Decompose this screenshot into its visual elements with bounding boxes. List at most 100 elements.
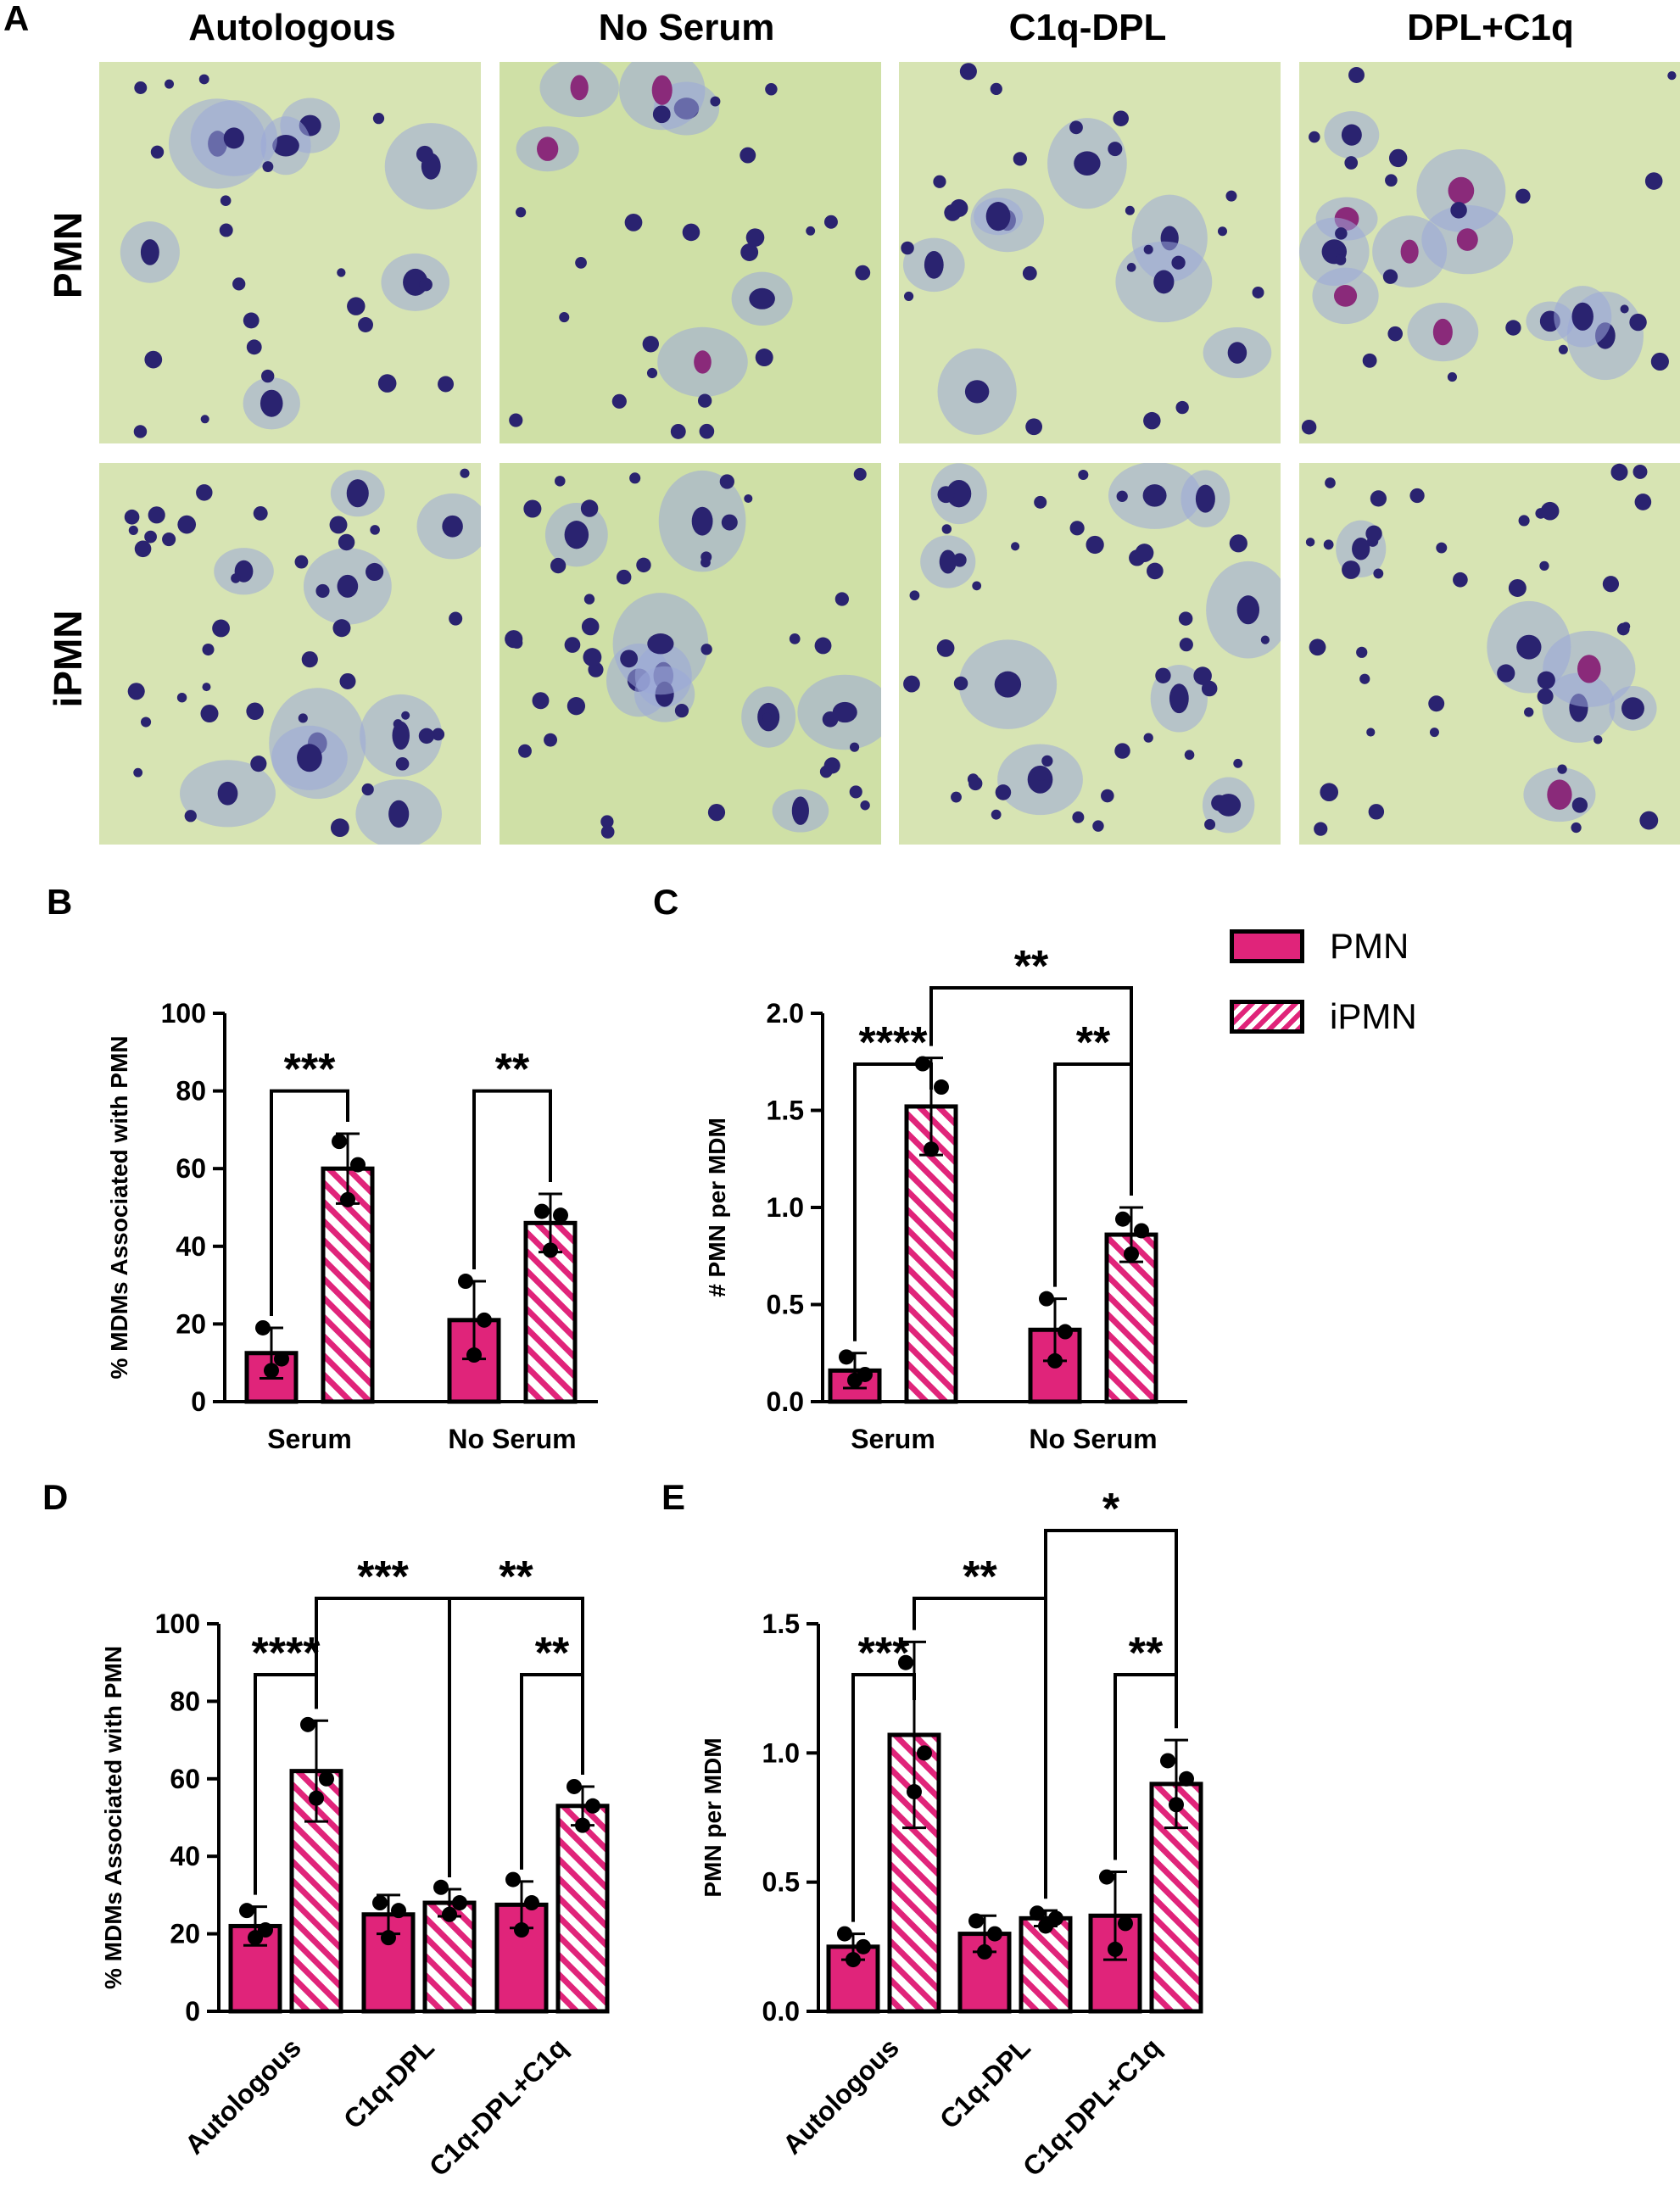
neutrophil (1193, 666, 1212, 685)
macrophage-nucleus (994, 671, 1022, 698)
neutrophil (822, 711, 839, 728)
data-point (372, 1895, 388, 1911)
chart-d: 0 20 40 60 80 100 % MDMs Associated with PMN Au… (100, 1553, 610, 2182)
neutrophil (419, 277, 433, 292)
x-tick-label: C1q-DPL (338, 2032, 440, 2134)
y-tick-label: 2.0 (767, 998, 804, 1029)
bar-ipmn (523, 1220, 578, 1404)
neutrophil (162, 532, 176, 547)
neutrophil (1179, 638, 1193, 652)
neutrophil (762, 712, 772, 722)
data-point (381, 1930, 396, 1946)
neutrophil (232, 277, 246, 291)
neutrophil (901, 241, 914, 255)
macrophage-nucleus (1227, 342, 1247, 364)
significance-label: ** (535, 1629, 570, 1678)
neutrophil (370, 525, 380, 535)
neutrophil (853, 467, 867, 481)
micrograph-ipmn-dpl-c1q (1299, 463, 1680, 845)
neutrophil (567, 697, 586, 716)
neutrophil (1204, 818, 1216, 830)
neutrophil (941, 524, 952, 534)
significance-bracket (448, 1597, 584, 1878)
data-point (1048, 1910, 1063, 1927)
neutrophil (1629, 313, 1647, 332)
neutrophil (991, 809, 1002, 820)
significance-label: * (1102, 1485, 1120, 1534)
neutrophil (1022, 265, 1037, 281)
neutrophil (294, 555, 309, 569)
neutrophil (1116, 490, 1128, 502)
neutrophil (642, 336, 660, 353)
macrophage-nucleus (1516, 634, 1542, 660)
neutrophil (903, 291, 914, 302)
data-point (846, 1952, 861, 1968)
neutrophil (1013, 152, 1027, 166)
micrograph-pmn-no-serum (500, 62, 881, 443)
neutrophil (583, 594, 595, 605)
neutrophil (740, 147, 756, 164)
data-point (340, 1191, 355, 1207)
neutrophil (1388, 148, 1408, 168)
data-point (575, 1817, 590, 1833)
neutrophil (952, 553, 967, 567)
legend-item-ipmn: iPMN (1230, 995, 1417, 1039)
neutrophil (184, 810, 197, 822)
macrophage-nucleus (570, 75, 589, 101)
macrophage-nucleus (1142, 484, 1167, 507)
data-point (274, 1351, 289, 1367)
data-point (239, 1903, 254, 1919)
data-point (442, 1906, 457, 1922)
neutrophil (1034, 495, 1047, 509)
macrophage-nucleus (537, 137, 559, 161)
neutrophil (1453, 572, 1468, 588)
neutrophil (377, 374, 397, 393)
neutrophil (358, 317, 374, 332)
neutrophil (1211, 795, 1228, 811)
neutrophil (253, 505, 268, 521)
macrophage-nucleus (217, 781, 238, 806)
column-title-dpl-c1q: DPL+C1q (1407, 7, 1574, 48)
neutrophil (1309, 131, 1320, 143)
neutrophil (1387, 326, 1404, 342)
macrophage-nucleus (272, 134, 299, 157)
neutrophil (262, 161, 274, 172)
neutrophil (176, 692, 187, 703)
neutrophil (1078, 470, 1089, 481)
neutrophil (196, 484, 213, 501)
macrophage-nucleus (442, 515, 463, 538)
data-point (1039, 1291, 1054, 1307)
neutrophil (1086, 535, 1104, 555)
significance-label: *** (357, 1553, 409, 1602)
macrophage-nucleus (691, 506, 713, 536)
micrograph-ipmn-no-serum (500, 463, 881, 845)
neutrophil (1667, 70, 1677, 81)
neutrophil (243, 312, 260, 329)
neutrophil (150, 145, 165, 159)
significance-bracket (929, 986, 1133, 1196)
neutrophil (339, 672, 356, 689)
neutrophil (699, 423, 715, 439)
data-point (1160, 1753, 1175, 1769)
macrophage-nucleus (647, 633, 674, 655)
neutrophil (338, 533, 355, 551)
neutrophil (1356, 646, 1368, 658)
data-point (924, 1141, 939, 1157)
significance-label: ** (1014, 942, 1049, 991)
macrophage-nucleus (1236, 595, 1260, 625)
neutrophil (449, 611, 463, 626)
neutrophil (765, 83, 778, 96)
neutrophil (140, 717, 152, 728)
neutrophil (1147, 562, 1164, 580)
data-point (505, 1871, 521, 1888)
neutrophil (697, 393, 712, 408)
neutrophil (1069, 521, 1085, 536)
neutrophil (1011, 542, 1020, 551)
data-point (1058, 1324, 1073, 1340)
neutrophil (133, 425, 148, 438)
bar-pmn (361, 1912, 416, 2014)
neutrophil (1225, 190, 1237, 202)
neutrophil (1571, 797, 1588, 813)
neutrophil (1429, 728, 1439, 738)
micrograph-grid (99, 62, 1680, 845)
